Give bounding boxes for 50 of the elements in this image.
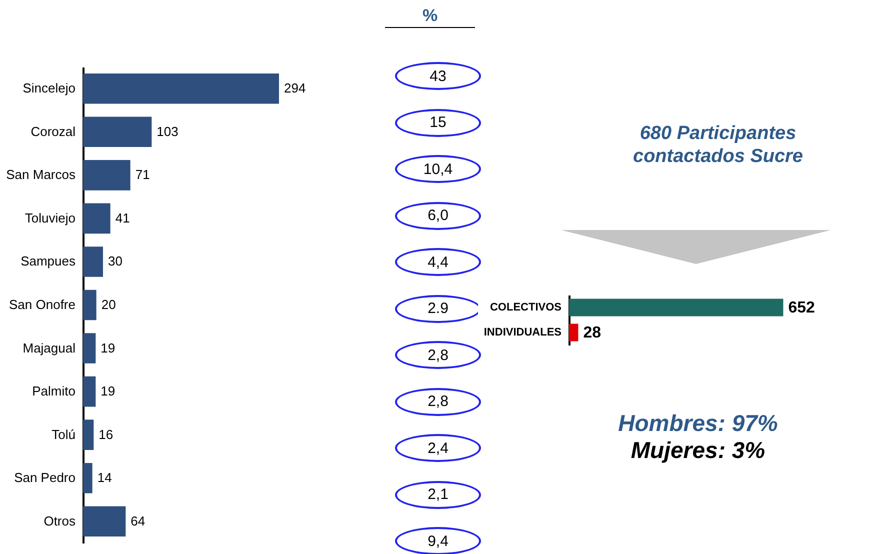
text: % [385, 6, 475, 28]
oval-frame: 10,4 [395, 155, 481, 183]
data-label: 652 [788, 300, 816, 316]
text: Hombres: 97% [617, 410, 779, 437]
y-tick-label: COLECTIVOS [490, 302, 562, 314]
oval-frame: 2,8 [395, 388, 481, 416]
data-label: 294 [284, 80, 306, 96]
bar [83, 333, 96, 364]
bar [83, 506, 126, 537]
bar [83, 246, 103, 277]
data-label: 14 [97, 470, 112, 486]
bar [83, 420, 94, 450]
y-tick-label: San Marcos [6, 167, 76, 182]
oval-frame: 43 [395, 62, 481, 90]
y-tick-label: San Pedro [14, 470, 76, 486]
text: Mujeres: 3% [630, 437, 766, 464]
bar [83, 462, 92, 494]
y-tick-label: Tolú [52, 426, 76, 442]
oval-frame: 9,4 [395, 527, 481, 554]
data-label: 19 [100, 340, 116, 356]
data-label: 103 [156, 124, 178, 139]
data-label: 28 [583, 324, 602, 342]
bar [83, 290, 96, 320]
data-label: 41 [115, 210, 130, 226]
chart-title: 680 Participantes contactados Sucre [632, 122, 804, 168]
data-label: 64 [130, 513, 146, 528]
bar [83, 73, 279, 104]
y-tick-label: Otros [44, 513, 76, 528]
bar [83, 203, 110, 234]
oval-frame: 2,4 [395, 434, 481, 462]
data-label: 30 [108, 254, 122, 269]
data-label: 16 [98, 426, 114, 442]
y-tick-label: INDIVIDUALES [484, 326, 562, 338]
oval-frame: 4,4 [395, 248, 481, 276]
y-tick-label: Palmito [32, 384, 76, 399]
data-label: 20 [101, 297, 116, 312]
bar [83, 376, 96, 407]
oval-frame: 6,0 [395, 202, 481, 230]
y-tick-label: Majagual [22, 340, 76, 356]
data-label: 19 [100, 384, 116, 399]
bar [83, 116, 152, 148]
y-tick-label: Sincelejo [22, 80, 76, 96]
bar [83, 160, 130, 190]
y-tick-label: San Onofre [9, 297, 76, 312]
oval-frame: 2,1 [395, 480, 481, 508]
oval-frame: 15 [395, 108, 481, 136]
y-tick-label: Sampues [20, 254, 76, 269]
y-tick-label: Toluviejo [24, 210, 76, 226]
data-label: 71 [135, 167, 150, 182]
y-tick-label: Corozal [30, 124, 76, 139]
